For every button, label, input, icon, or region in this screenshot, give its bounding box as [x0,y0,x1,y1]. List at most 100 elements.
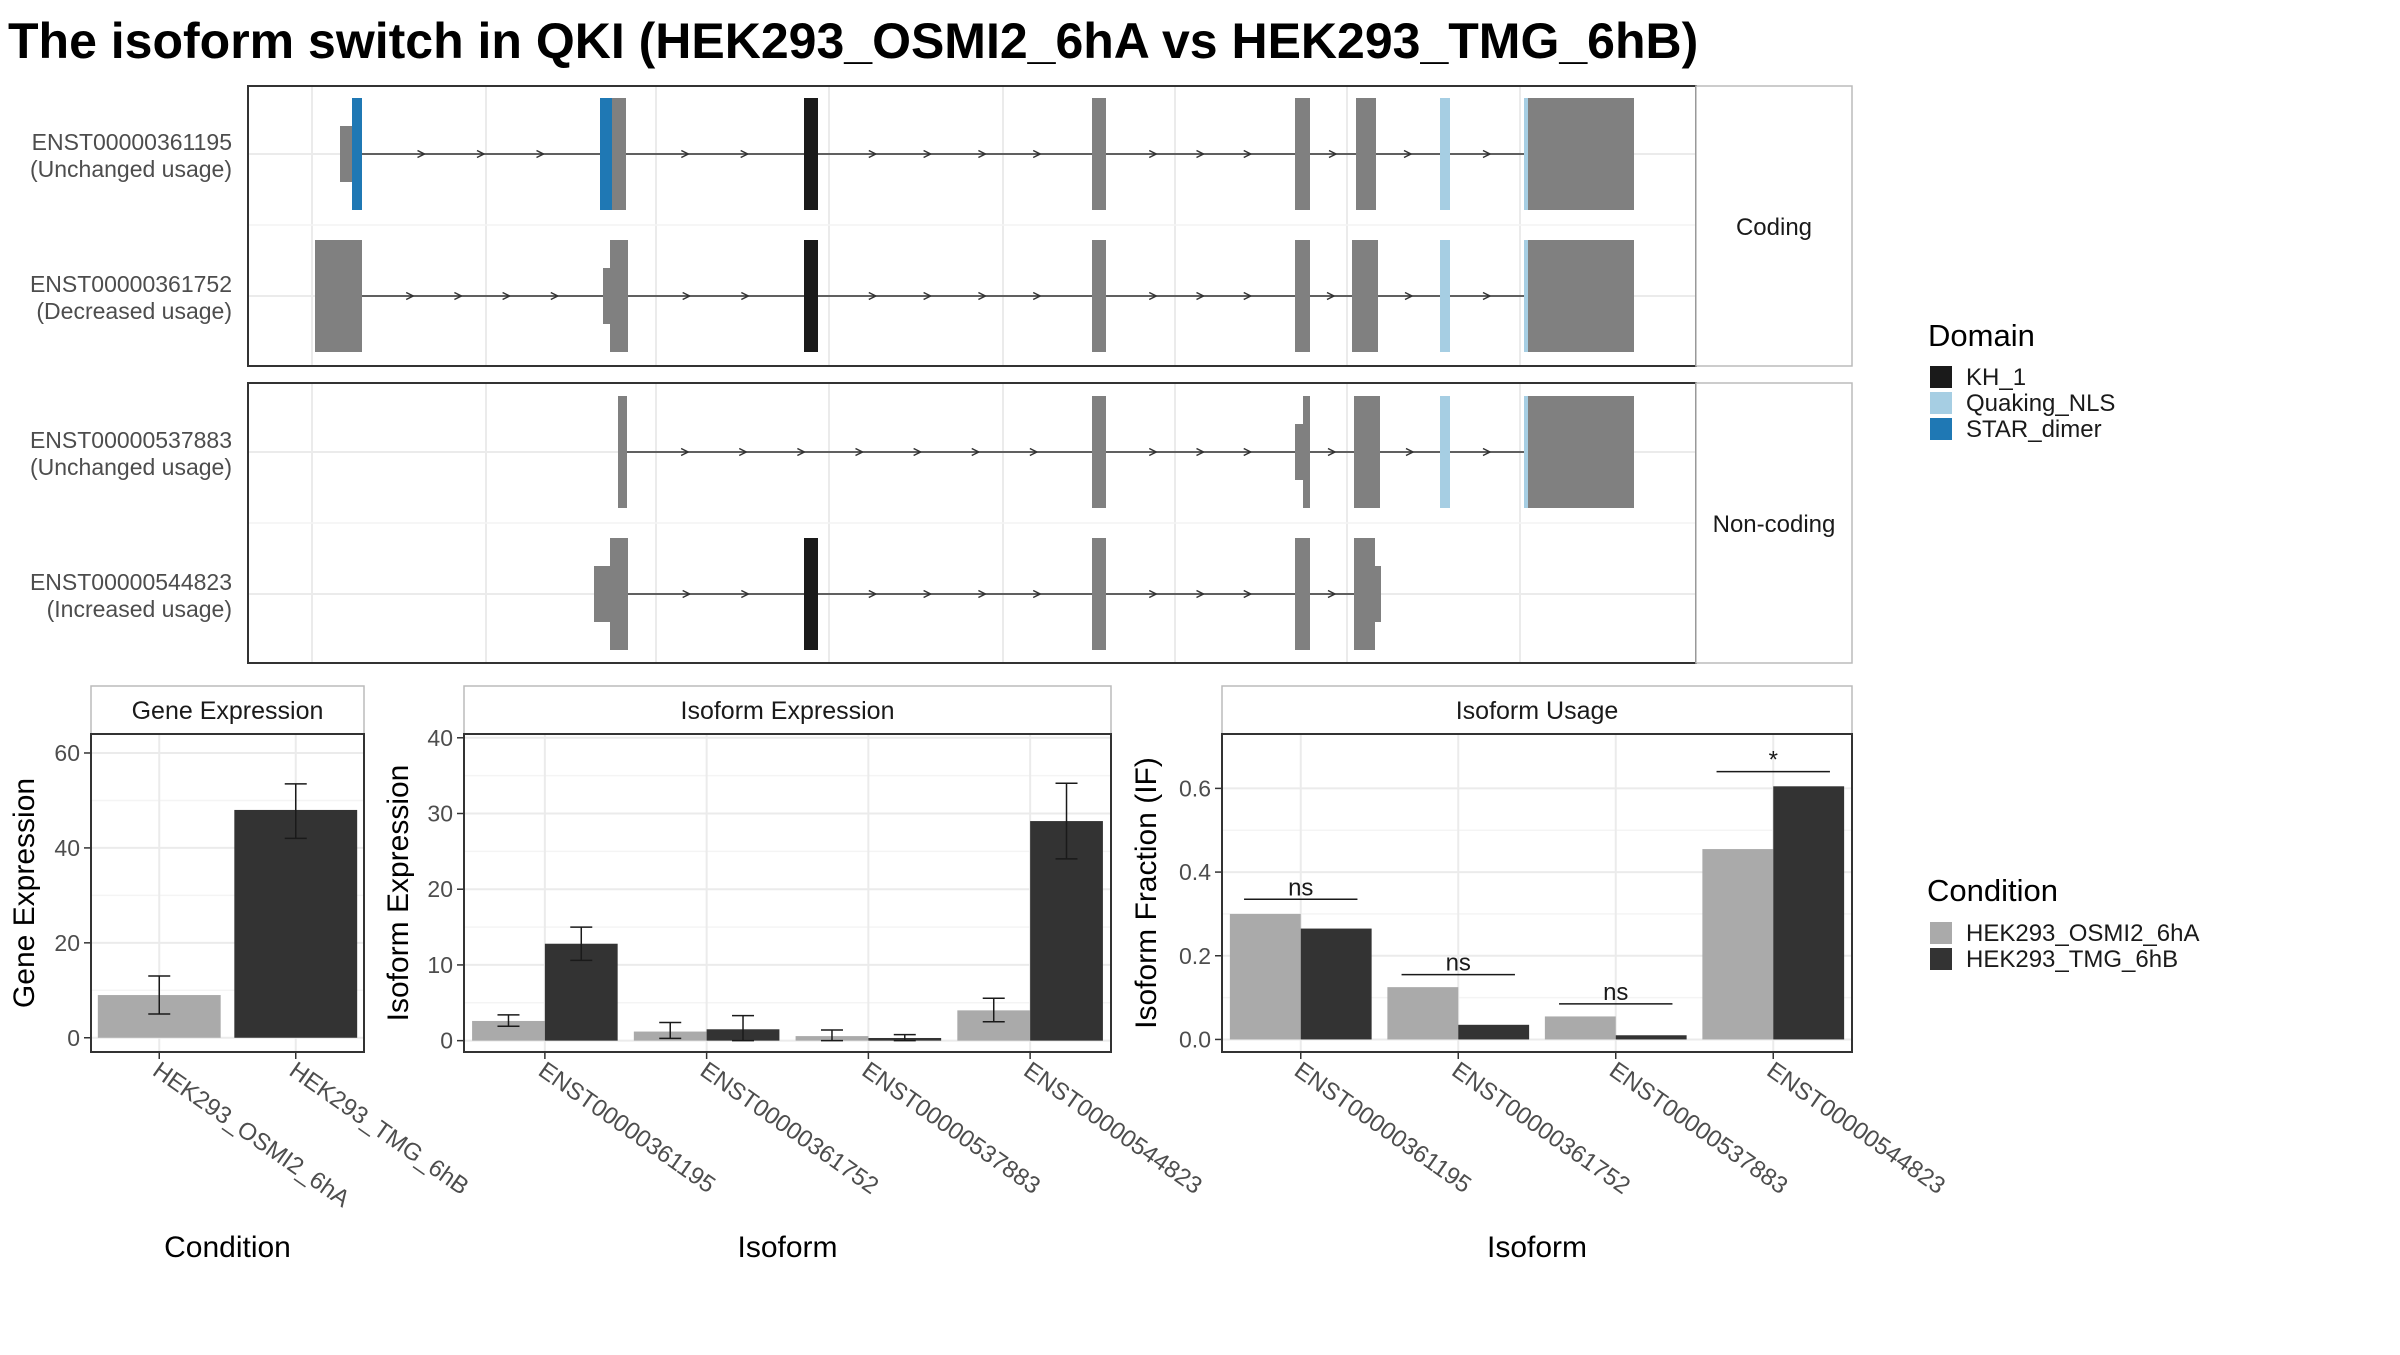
panel-strip [463,685,1112,735]
intron-arrow [1032,149,1042,159]
x-tick-label: ENST00000361752 [695,1057,883,1200]
exon [618,396,627,508]
intron-arrow [978,589,988,599]
intron-arrow [454,291,464,301]
y-tick-label: 60 [54,740,80,766]
exon [1092,240,1106,352]
transcript-usage-label: (Unchanged usage) [30,454,232,480]
utr-exon [1375,566,1381,622]
y-tick-label: 0 [67,1025,80,1051]
intron-arrow [1148,447,1158,457]
error-bar [820,1029,843,1042]
panel-title: Gene Expression [132,697,324,725]
intron-arrow [1243,149,1253,159]
significance-label: * [1769,747,1778,774]
exon [610,240,628,352]
domain-Quaking_NLS [1524,98,1528,210]
panel-background [248,86,1696,366]
intron-arrow [738,447,748,457]
intron-arrow [1196,589,1206,599]
intron-arrow [978,291,988,301]
intron-arrow [913,447,923,457]
legend-label: STAR_dimer [1966,416,2102,443]
intron-arrow [1327,447,1337,457]
error-bar [982,997,1005,1023]
facet-strip [1695,382,1853,664]
utr-exon [594,566,610,622]
x-axis-title: Isoform [737,1231,837,1264]
legend-label: HEK293_OSMI2_6hA [1966,920,2199,947]
intron-arrow [1032,291,1042,301]
exon [1354,538,1375,650]
intron-arrow [1482,447,1492,457]
error-bar [893,1033,916,1042]
transcript-ENST00000537883: ENST00000537883(Unchanged usage) [30,396,1634,508]
bar [1387,987,1459,1040]
intron-arrow [1148,291,1158,301]
condition-legend-title: Condition [1927,873,2058,908]
y-tick-label: 20 [427,876,453,902]
transcript-usage-label: (Increased usage) [47,596,232,622]
facet-label-1: Non-coding [1713,511,1836,538]
domain-STAR_dimer [600,98,612,210]
exon [1356,98,1376,210]
legend-swatch [1930,418,1952,440]
exon [315,240,362,352]
intron-arrow [1403,149,1413,159]
panel-border [1221,733,1853,1053]
x-tick-label: ENST00000361195 [533,1057,720,1199]
bar-panel-2: Isoform Usagensnsns*0.00.20.40.6ENST0000… [1130,685,1950,1264]
panel-border [90,733,365,1053]
error-bar [732,1014,755,1042]
intron-arrow [1482,291,1492,301]
utr-exon [340,126,352,182]
intron-arrow [740,291,751,301]
intron-arrow [923,589,933,599]
transcript-ENST00000544823: ENST00000544823(Increased usage) [30,538,1381,650]
intron-arrow [1029,447,1039,457]
intron-arrow [1196,149,1206,159]
transcript-id-label: ENST00000361195 [32,129,232,155]
facet-label-0: Coding [1736,214,1812,241]
x-tick-label: ENST00000537883 [857,1057,1045,1200]
intron-arrow [855,447,865,457]
facet-strip [1695,85,1853,367]
y-tick-label: 40 [427,725,453,751]
intron-arrow [682,291,692,301]
transcript-usage-label: (Unchanged usage) [30,156,232,182]
bar [1773,786,1845,1040]
intron-arrow [1405,447,1415,457]
intron-arrow [1404,291,1414,301]
intron-arrow [868,149,878,159]
legend-label: Quaking_NLS [1966,390,2115,417]
x-axis-title: Isoform [1487,1231,1587,1264]
intron-arrow [1196,291,1206,301]
intron-arrow [1327,589,1337,599]
y-tick-label: 0.6 [1179,775,1211,801]
transcript-ENST00000361752: ENST00000361752(Decreased usage) [30,240,1634,352]
intron-arrow [550,291,560,301]
bar [1229,913,1301,1040]
figure-title: The isoform switch in QKI (HEK293_OSMI2_… [8,13,1698,69]
exon [1528,240,1634,352]
transcript-id-label: ENST00000537883 [30,427,232,453]
error-bar [497,1014,520,1028]
intron-arrow [1328,149,1338,159]
intron-arrow [971,447,981,457]
transcript-id-label: ENST00000361752 [30,271,232,297]
panel-title: Isoform Expression [681,697,895,725]
bar [1458,1024,1530,1040]
exon [1295,98,1310,210]
exon [1528,98,1634,210]
domain-Quaking_NLS [1440,240,1450,352]
bar-panel-1: Isoform Expression 0 10 20 30 40 ENST000003611… [382,685,1207,1264]
intron-arrow [405,291,415,301]
exon [1303,396,1310,508]
exon [1354,396,1380,508]
y-tick-label: 0.0 [1179,1026,1211,1052]
panel-title: Isoform Usage [1456,697,1619,725]
y-tick-label: 10 [427,952,453,978]
